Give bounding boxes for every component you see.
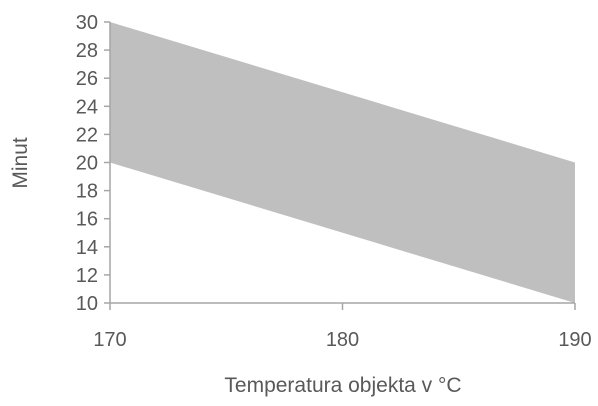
y-tick-label: 20 (76, 153, 98, 175)
y-tick-label: 10 (76, 293, 98, 315)
y-tick-label: 12 (76, 265, 98, 287)
time-range-band (110, 22, 575, 303)
y-tick-label: 18 (76, 181, 98, 203)
y-tick-label: 16 (76, 209, 98, 231)
y-tick-label: 28 (76, 40, 98, 62)
axis-layer (104, 21, 576, 310)
y-tick-label: 26 (76, 68, 98, 90)
x-tick-label: 170 (93, 329, 126, 351)
y-tick-label: 24 (76, 96, 98, 118)
y-tick-label: 30 (76, 12, 98, 34)
band-layer (110, 22, 575, 303)
x-tick-label: 180 (326, 329, 359, 351)
x-axis-title: Temperatura objekta v °C (224, 374, 461, 397)
x-tick-label: 190 (558, 329, 591, 351)
y-tick-label: 22 (76, 124, 98, 146)
tick-label-layer: 10 12 14 16 18 20 22 24 26 28 30 170 180 190 (76, 12, 592, 351)
y-axis-title: Minut (9, 137, 32, 189)
y-tick-label: 14 (76, 237, 98, 259)
